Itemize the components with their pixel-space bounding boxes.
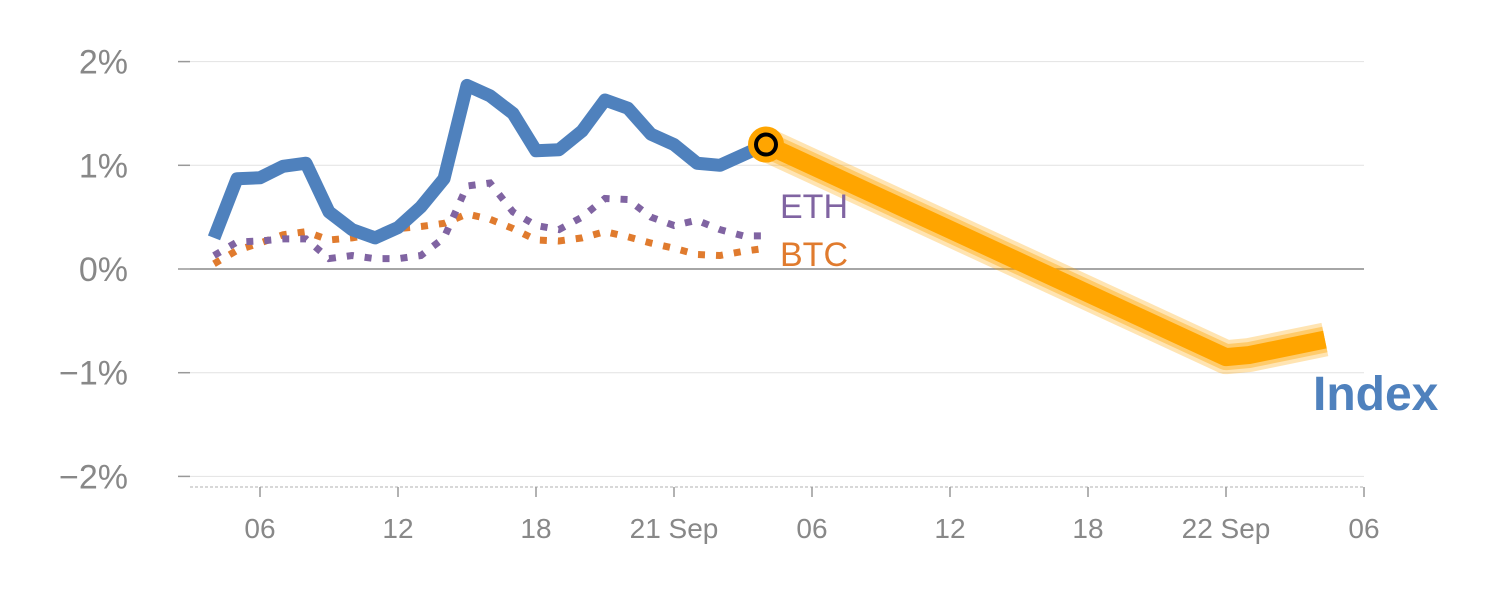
gridlines <box>190 61 1364 477</box>
btc-label: BTC <box>780 236 848 274</box>
x-tick-label: 22 Sep <box>1182 513 1271 544</box>
x-axis: 06 12 18 21 Sep 06 12 18 22 Sep 06 <box>190 486 1380 544</box>
y-tick-label: 1% <box>79 147 128 185</box>
x-tick-label: 12 <box>934 513 965 544</box>
current-point-marker <box>754 132 778 157</box>
eth-label: ETH <box>780 188 848 226</box>
x-tick-label: 12 <box>382 513 413 544</box>
index-line <box>207 78 769 245</box>
y-tick-label: 2% <box>79 44 128 82</box>
index-label: Index <box>1313 368 1439 421</box>
x-tick-label: 06 <box>796 513 827 544</box>
y-axis: 2% 1% 0% −1% −2% <box>59 44 190 496</box>
x-tick-label: 18 <box>520 513 551 544</box>
y-tick-label: −2% <box>59 458 128 496</box>
index-projection-line <box>762 136 1327 367</box>
y-tick-label: −1% <box>59 355 128 393</box>
eth-line <box>212 179 766 263</box>
x-tick-label: 06 <box>244 513 275 544</box>
series-lines <box>207 78 1329 375</box>
y-tick-label: 0% <box>79 251 128 289</box>
btc-line <box>212 210 767 267</box>
x-tick-label: 18 <box>1072 513 1103 544</box>
x-tick-label: 06 <box>1348 513 1379 544</box>
x-tick-label: 21 Sep <box>630 513 719 544</box>
